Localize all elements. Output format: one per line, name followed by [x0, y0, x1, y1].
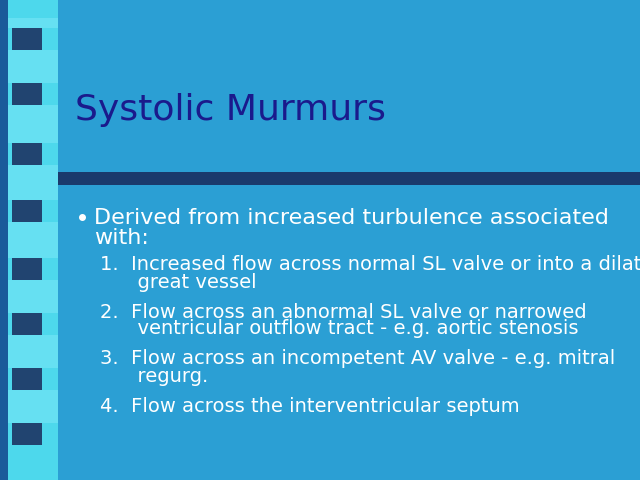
Text: 3.  Flow across an incompetent AV valve - e.g. mitral: 3. Flow across an incompetent AV valve -…	[100, 349, 615, 369]
Bar	[12, 83, 42, 105]
Text: great vessel: great vessel	[100, 273, 257, 291]
Bar	[8, 165, 58, 200]
Bar	[58, 172, 640, 185]
Text: Derived from increased turbulence associated: Derived from increased turbulence associ…	[94, 208, 609, 228]
Bar	[8, 0, 58, 480]
Bar	[8, 50, 58, 83]
Text: with:: with:	[94, 228, 149, 248]
Bar	[8, 335, 58, 368]
Text: 4.  Flow across the interventricular septum: 4. Flow across the interventricular sept…	[100, 396, 520, 416]
Bar	[12, 368, 42, 390]
Bar	[0, 0, 8, 480]
Text: Systolic Murmurs: Systolic Murmurs	[75, 93, 386, 127]
Bar	[8, 105, 58, 143]
Bar	[8, 390, 58, 423]
Text: ventricular outflow tract - e.g. aortic stenosis: ventricular outflow tract - e.g. aortic …	[100, 320, 579, 338]
Bar	[12, 143, 42, 165]
Bar	[8, 18, 58, 28]
Text: 1.  Increased flow across normal SL valve or into a dilated: 1. Increased flow across normal SL valve…	[100, 255, 640, 275]
Bar	[8, 280, 58, 313]
Text: regurg.: regurg.	[100, 367, 208, 385]
Bar	[12, 28, 42, 50]
Bar	[12, 313, 42, 335]
Text: 2.  Flow across an abnormal SL valve or narrowed: 2. Flow across an abnormal SL valve or n…	[100, 302, 587, 322]
Bar	[12, 258, 42, 280]
Bar	[12, 423, 42, 445]
Bar	[8, 222, 58, 258]
Bar	[12, 200, 42, 222]
